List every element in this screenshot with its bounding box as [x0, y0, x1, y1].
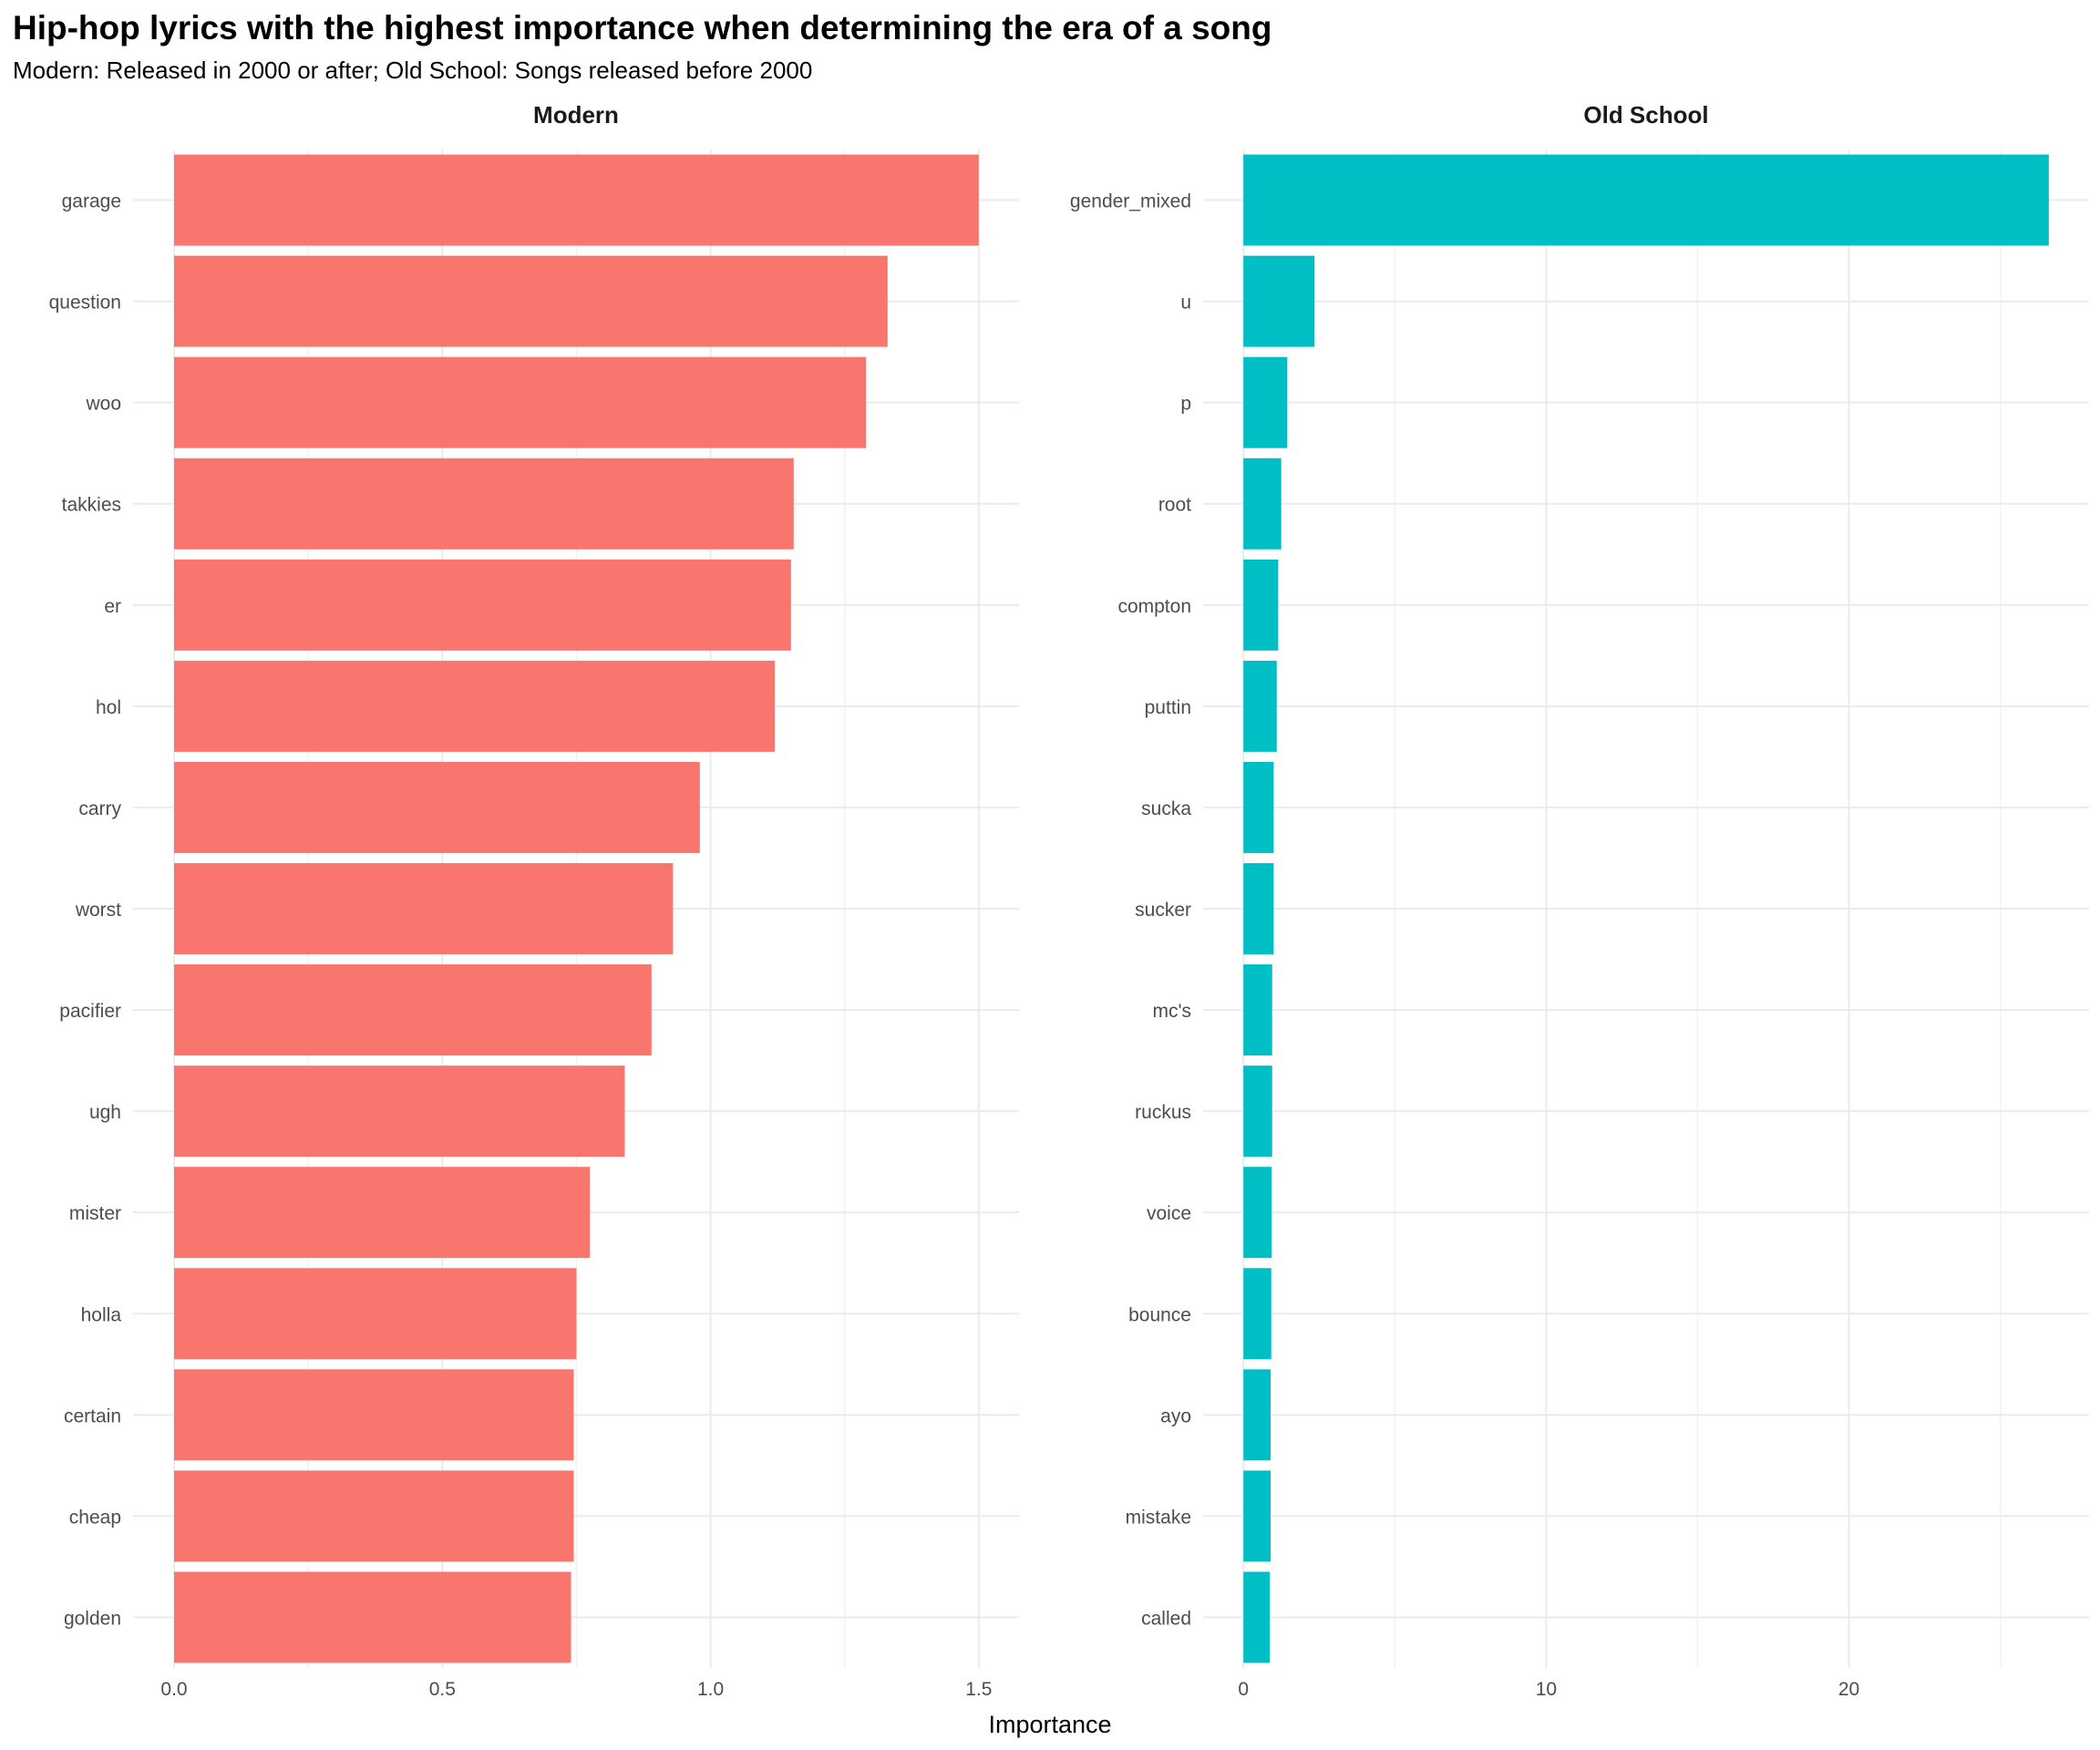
bar: [174, 1571, 571, 1663]
category-label: holla: [81, 1304, 122, 1325]
category-label: puttin: [1145, 697, 1191, 718]
bar: [174, 356, 867, 448]
category-label: mister: [69, 1203, 121, 1224]
bar: [1243, 660, 1277, 752]
bar: [1243, 458, 1282, 550]
category-label: root: [1158, 495, 1191, 516]
bar: [1243, 255, 1315, 347]
x-tick-label: 0.0: [160, 1679, 187, 1700]
bar: [174, 761, 700, 853]
category-label: hol: [96, 697, 121, 718]
bar: [174, 1268, 577, 1360]
x-axis-label: Importance: [988, 1711, 1112, 1738]
category-label: question: [49, 293, 121, 314]
facet-title: Modern: [533, 101, 619, 129]
bar: [1243, 863, 1274, 954]
category-label: mc's: [1152, 1001, 1191, 1022]
bar: [174, 1369, 574, 1461]
bar: [1243, 1571, 1271, 1663]
x-tick-label: 1.5: [965, 1679, 992, 1700]
x-tick-label: 10: [1536, 1679, 1557, 1700]
bar: [1243, 1268, 1271, 1360]
x-tick-label: 20: [1838, 1679, 1859, 1700]
bar: [174, 964, 652, 1056]
category-label: gender_mixed: [1070, 191, 1191, 212]
category-label: ayo: [1160, 1405, 1191, 1426]
category-label: pacifier: [59, 1001, 121, 1022]
facet-title: Old School: [1583, 101, 1708, 129]
category-label: carry: [78, 798, 121, 819]
category-label: bounce: [1128, 1304, 1191, 1325]
bar: [1243, 154, 2049, 246]
category-label: p: [1180, 394, 1191, 415]
category-label: voice: [1147, 1203, 1191, 1224]
category-label: woo: [85, 394, 121, 415]
bar: [1243, 964, 1272, 1056]
bar: [1243, 1470, 1271, 1562]
bar: [174, 559, 791, 651]
bar: [174, 863, 674, 954]
category-label: sucka: [1141, 798, 1191, 819]
x-tick-label: 0: [1238, 1679, 1249, 1700]
bar: [1243, 1065, 1272, 1158]
bar: [174, 660, 776, 752]
category-label: sucker: [1135, 900, 1191, 921]
category-label: er: [104, 596, 121, 617]
bar: [174, 154, 979, 246]
category-label: takkies: [62, 495, 121, 516]
bar: [1243, 761, 1274, 853]
x-tick-label: 1.0: [697, 1679, 724, 1700]
category-label: compton: [1117, 596, 1191, 617]
bar: [174, 458, 794, 550]
category-label: garage: [62, 191, 121, 212]
category-label: called: [1141, 1608, 1191, 1629]
bar: [174, 1065, 625, 1158]
category-label: certain: [64, 1405, 121, 1426]
category-label: mistake: [1126, 1507, 1191, 1528]
category-label: u: [1180, 293, 1191, 314]
chart-subtitle: Modern: Released in 2000 or after; Old S…: [13, 57, 813, 84]
bar: [174, 1470, 574, 1562]
bar: [1243, 559, 1279, 651]
bar: [174, 1167, 591, 1259]
bar: [1243, 1369, 1271, 1461]
category-label: golden: [64, 1608, 121, 1629]
category-label: ugh: [89, 1102, 121, 1123]
bar: [1243, 1167, 1272, 1259]
category-label: cheap: [69, 1507, 121, 1528]
chart-title: Hip-hop lyrics with the highest importan…: [13, 9, 1272, 46]
bar: [174, 255, 888, 347]
x-tick-label: 0.5: [429, 1679, 456, 1700]
bar: [1243, 356, 1288, 448]
category-label: ruckus: [1135, 1102, 1191, 1123]
category-label: worst: [75, 900, 121, 921]
